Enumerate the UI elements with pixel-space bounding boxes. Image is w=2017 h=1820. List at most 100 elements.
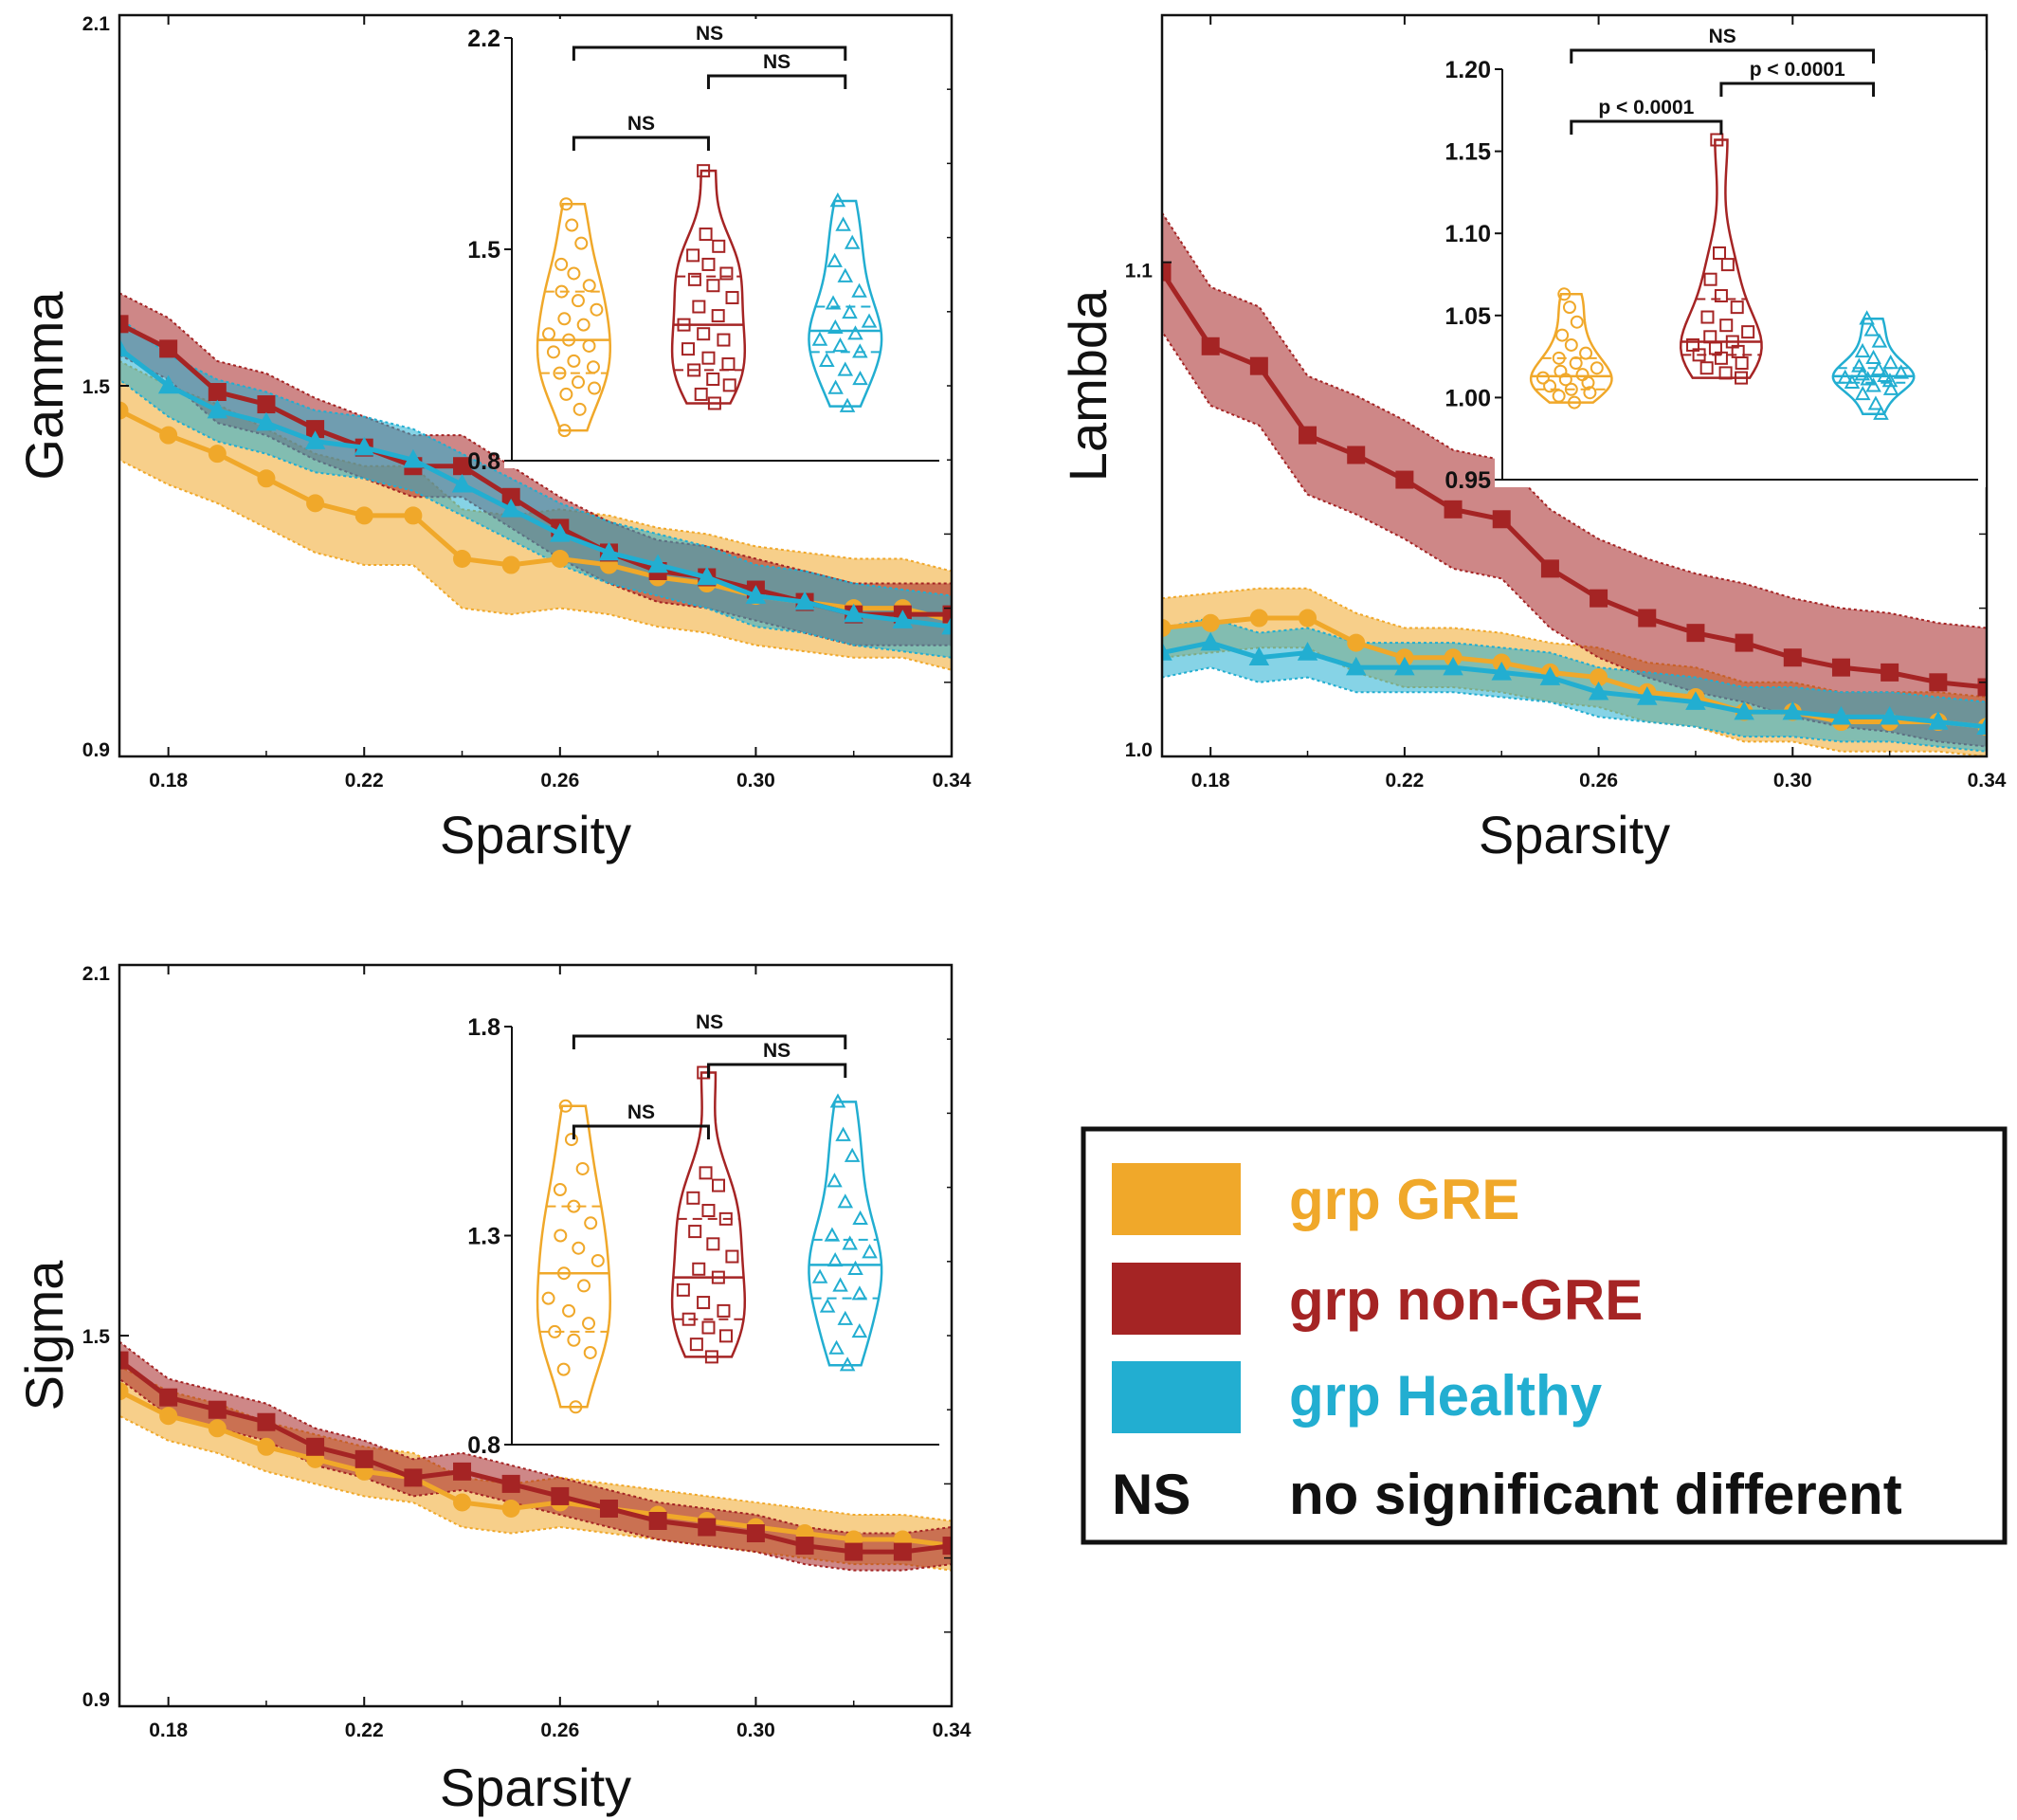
gamma-violin-point-circle <box>557 312 572 326</box>
gamma-violin-point-circle <box>567 266 581 281</box>
sigma-point-square <box>453 1462 472 1481</box>
lambda-violin-point-circle <box>1543 379 1557 393</box>
sigma-violin-point-square <box>676 1283 690 1297</box>
sigma-inset-ytick-label: 0.8 <box>467 1432 500 1459</box>
lambda-xlabel: Sparsity <box>1479 805 1670 864</box>
sigma-violin-point-triangle <box>827 1251 844 1267</box>
lambda-violin-point-triangle <box>1882 355 1899 370</box>
lambda-point-triangle <box>1539 666 1561 685</box>
gamma-violin-point-square <box>697 164 711 178</box>
gamma-point-circle <box>354 506 373 525</box>
gamma-point-triangle <box>892 610 914 628</box>
sigma-ytick-label: 2.1 <box>82 963 111 985</box>
sigma-violin-point-square <box>711 1270 725 1284</box>
sigma-plot-area <box>119 1340 952 1572</box>
sigma-violin-square <box>670 1071 747 1358</box>
lambda-point-circle <box>1201 613 1220 632</box>
gamma-sig-label: NS <box>627 113 655 135</box>
sigma-sig-label: NS <box>696 1011 723 1033</box>
gamma-point-square <box>159 339 178 358</box>
sigma-violin-point-triangle <box>829 1093 846 1108</box>
lambda-violin-point-triangle <box>1865 377 1881 392</box>
gamma-violin-point-circle <box>590 302 604 317</box>
lambda-violin-point-triangle <box>1844 373 1861 389</box>
gamma-violin-point-circle <box>574 236 589 250</box>
lambda-point-square <box>1249 356 1268 375</box>
sigma-violin-point-triangle <box>819 1298 836 1313</box>
gamma-violin-point-circle <box>554 284 569 299</box>
lambda-violin-point-circle <box>1557 287 1572 301</box>
sigma-violin-point-square <box>699 1166 713 1180</box>
sigma-violin-point-circle <box>567 1199 581 1213</box>
gamma-point-circle <box>159 426 178 445</box>
gamma-violin-point-triangle <box>835 216 851 231</box>
sigma-xlabel: Sparsity <box>440 1757 631 1817</box>
lambda-inset-bg <box>1495 50 1986 487</box>
lambda-violin-point-square <box>1713 246 1727 260</box>
gamma-violin-point-square <box>687 272 701 286</box>
lambda-xtick-label: 0.18 <box>1191 770 1230 792</box>
lambda-xtick-label: 0.22 <box>1385 770 1424 792</box>
sigma-violin-point-triangle <box>828 1339 845 1355</box>
lambda-violin-point-circle <box>1552 351 1566 365</box>
lambda-inset-ytick-label: 1.15 <box>1445 139 1491 166</box>
gamma-violin-point-square <box>701 257 716 271</box>
lambda-band-square <box>1162 210 1987 748</box>
lambda-point-triangle <box>1394 656 1415 676</box>
sigma-violin-point-square <box>688 1225 702 1239</box>
sigma-violin-point-triangle <box>844 1147 861 1162</box>
lambda-point-square <box>1977 678 1987 697</box>
sigma-violin-point-circle <box>556 1362 571 1376</box>
gamma-point-triangle <box>794 591 815 610</box>
lambda-inset-ytick-label: 1.20 <box>1445 57 1491 83</box>
sigma-violin-point-triangle <box>851 1285 868 1301</box>
gamma-panel: 0.18 0.22 0.26 0.30 0.34 0.9 1.5 2.1 Sparsity Gam… <box>14 13 972 864</box>
gamma-violin-point-triangle <box>827 318 844 335</box>
lambda-violin-point-square <box>1714 351 1728 365</box>
lambda-violin-point-circle <box>1570 315 1584 329</box>
gamma-violin-point-square <box>717 333 731 347</box>
sigma-point-square <box>698 1518 717 1537</box>
lambda-violin-point-triangle <box>1854 385 1871 401</box>
sigma-violin-point-triangle <box>835 1126 851 1141</box>
gamma-violin-point-circle <box>588 381 602 395</box>
lambda-plot-area <box>1162 210 1987 756</box>
lambda-sig-bracket <box>1570 119 1723 135</box>
lambda-point-triangle <box>1734 701 1754 720</box>
sigma-violin-point-square <box>701 1320 716 1335</box>
gamma-ytick-label: 0.9 <box>82 739 110 761</box>
gamma-violin-point-square <box>706 279 720 293</box>
lambda-point-triangle <box>1162 642 1172 661</box>
sigma-point-square <box>599 1499 618 1518</box>
lambda-point-square <box>1686 624 1705 643</box>
gamma-ytick-label: 1.5 <box>82 376 111 398</box>
lambda-inset: 0.95 1.00 1.05 1.10 1.15 1.20 p < 0.0001 p < 0.… <box>1445 26 1986 494</box>
sigma-violin-circle <box>536 1104 611 1409</box>
sigma-point-square <box>257 1412 276 1431</box>
legend-swatch-healthy <box>1112 1361 1241 1433</box>
sigma-point-square <box>893 1542 912 1561</box>
gamma-point-circle <box>551 549 570 568</box>
sigma-point-square <box>648 1512 667 1530</box>
gamma-violin-point-circle <box>546 345 560 359</box>
sigma-violin-point-square <box>704 1350 718 1364</box>
gamma-violin-point-square <box>719 266 734 281</box>
lambda-inset-ytick-label: 1.05 <box>1445 303 1491 330</box>
lambda-violin-point-circle <box>1535 371 1550 385</box>
sigma-xtick-label: 0.26 <box>540 1720 579 1741</box>
lambda-violin-point-circle <box>1569 356 1583 371</box>
sigma-violin-point-triangle <box>811 1268 828 1283</box>
sigma-violin-point-triangle <box>839 1356 856 1372</box>
gamma-inset-bg <box>504 19 947 468</box>
gamma-violin-circle <box>536 202 611 432</box>
sigma-ytick-label: 1.5 <box>82 1326 111 1348</box>
lambda-violin-point-square <box>1720 258 1735 272</box>
gamma-point-triangle <box>256 411 277 431</box>
lambda-point-triangle <box>1830 705 1852 725</box>
gamma-point-circle <box>119 401 129 420</box>
gamma-violin-point-circle <box>562 333 576 347</box>
lambda-point-triangle <box>1588 681 1609 701</box>
gamma-point-circle <box>208 445 227 464</box>
gamma-xtick-label: 0.22 <box>345 770 384 792</box>
lambda-violin-point-square <box>1730 300 1744 315</box>
